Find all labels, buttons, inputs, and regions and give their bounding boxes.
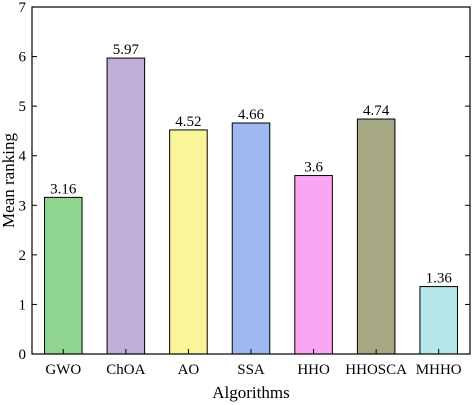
value-labels-group: 3.16 5.97 4.52 4.66 3.6 4.74 1.36 bbox=[50, 42, 452, 287]
data-label-ao: 4.52 bbox=[175, 114, 201, 130]
y-tick-label: 2 bbox=[19, 248, 27, 264]
bar-ao bbox=[169, 129, 208, 355]
x-tick-label-choa: ChOA bbox=[106, 362, 145, 378]
data-label-mhho: 1.36 bbox=[426, 271, 453, 287]
data-label-choa: 5.97 bbox=[113, 42, 140, 58]
y-tick-label: 7 bbox=[19, 0, 27, 16]
y-tick-label: 1 bbox=[19, 297, 27, 313]
x-tick-label-ssa: SSA bbox=[237, 362, 265, 378]
data-label-hhosca: 4.74 bbox=[363, 103, 390, 119]
data-label-ssa: 4.66 bbox=[238, 107, 265, 123]
bar-hhosca bbox=[356, 118, 396, 355]
y-tick-label: 4 bbox=[19, 149, 27, 165]
x-tick-label-hhosca: HHOSCA bbox=[345, 362, 407, 378]
y-tick-label: 5 bbox=[19, 99, 27, 115]
bars-group bbox=[44, 57, 458, 355]
x-axis-ticks: GWO ChOA AO SSA HHO HHOSCA MHHO bbox=[45, 349, 462, 378]
bar-hho bbox=[294, 175, 333, 355]
y-tick-label: 6 bbox=[19, 50, 27, 66]
x-tick-label-ao: AO bbox=[178, 362, 200, 378]
bar-choa bbox=[106, 57, 146, 355]
x-tick-label-mhho: MHHO bbox=[416, 362, 462, 378]
y-tick-label: 3 bbox=[19, 198, 27, 214]
bar-ssa bbox=[231, 122, 271, 355]
bar-mhho bbox=[419, 286, 458, 355]
y-axis-title: Mean ranking bbox=[0, 133, 18, 228]
x-tick-label-hho: HHO bbox=[297, 362, 330, 378]
x-tick-label-gwo: GWO bbox=[45, 362, 81, 378]
y-tick-label: 0 bbox=[19, 347, 27, 363]
data-label-hho: 3.6 bbox=[304, 160, 323, 176]
x-axis-title: Algorithms bbox=[212, 383, 289, 402]
data-label-gwo: 3.16 bbox=[50, 181, 77, 197]
bar-gwo bbox=[44, 196, 83, 355]
plot-frame bbox=[31, 6, 471, 355]
